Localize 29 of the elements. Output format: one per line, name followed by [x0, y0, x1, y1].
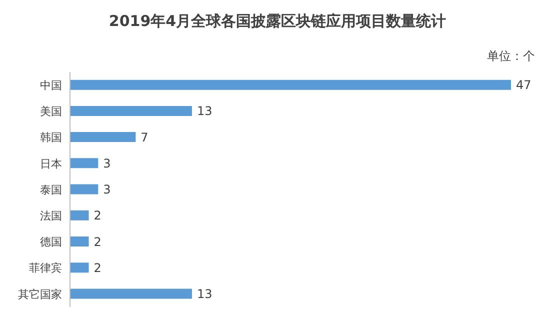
y-tick-label: 美国	[40, 105, 62, 118]
data-label: 2	[94, 260, 102, 275]
y-tick-label: 法国	[40, 210, 62, 223]
y-tick-label: 韩国	[40, 131, 62, 144]
data-label: 13	[196, 286, 212, 301]
data-label: 7	[140, 130, 148, 144]
bar	[70, 236, 89, 246]
y-tick-label: 日本	[40, 157, 62, 170]
bar	[70, 210, 89, 220]
y-tick-label: 其它国家	[18, 288, 62, 301]
data-label: 3	[103, 182, 111, 197]
text: 单位：个	[486, 48, 536, 65]
y-tick-label: 菲律宾	[29, 262, 62, 275]
data-label: 3	[103, 156, 111, 170]
bar	[70, 288, 192, 299]
y-tick-label: 泰国	[40, 183, 62, 196]
bar	[70, 106, 192, 116]
bar	[70, 158, 98, 168]
bar	[70, 184, 98, 194]
data-label: 13	[196, 104, 212, 118]
bar	[70, 80, 511, 90]
y-tick-label: 德国	[40, 236, 62, 249]
chart-title: 2019年4月全球各国披露区块链应用项目数量统计	[108, 11, 448, 32]
y-tick-label: 中国	[40, 78, 62, 92]
data-label: 47	[516, 78, 532, 92]
data-label: 2	[94, 234, 102, 249]
bar	[70, 262, 89, 273]
bar	[70, 132, 136, 142]
data-label: 2	[94, 208, 102, 223]
